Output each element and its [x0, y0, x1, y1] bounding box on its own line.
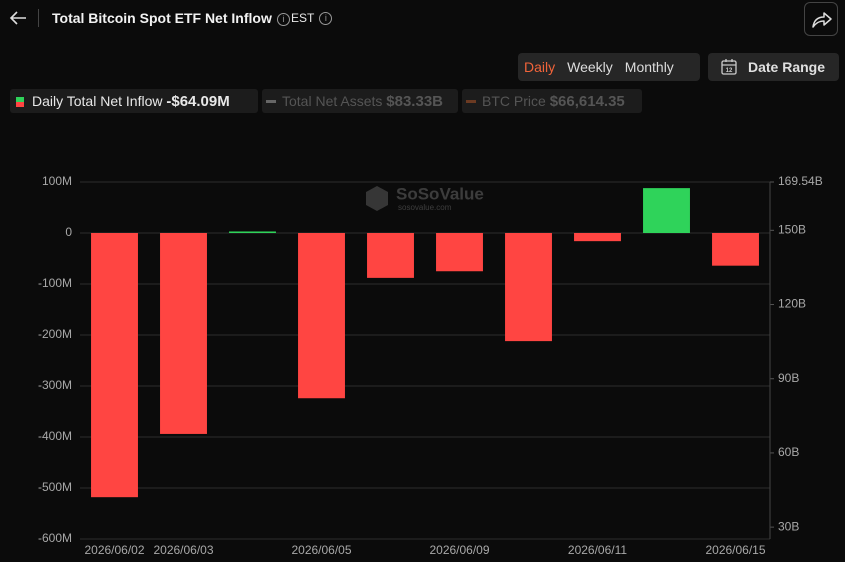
timezone-text: EST: [291, 11, 315, 25]
legend-label: Total Net Assets: [282, 93, 383, 109]
timezone: EST i: [291, 11, 333, 25]
y-tick-label: -300M: [38, 378, 72, 392]
legend-swatch: [466, 100, 476, 103]
period-selector: Daily Weekly Monthly: [518, 53, 700, 81]
separator: [38, 9, 39, 27]
bar: [505, 233, 552, 342]
bar: [643, 188, 690, 233]
period-button[interactable]: Weekly: [567, 59, 613, 75]
y2-tick-label: 169.54B: [778, 174, 823, 188]
title-text: Total Bitcoin Spot ETF Net Inflow: [52, 10, 272, 26]
x-tick-label: 2026/06/11: [568, 543, 627, 557]
y2-tick-label: 120B: [778, 297, 806, 311]
back-arrow[interactable]: [8, 10, 28, 26]
x-tick-label: 2026/06/09: [429, 543, 489, 557]
legend-item[interactable]: BTC Price $66,614.35: [462, 89, 642, 113]
x-tick-label: 2026/06/03: [153, 543, 213, 557]
y-tick-label: -600M: [38, 531, 72, 545]
date-range-label: Date Range: [748, 59, 826, 75]
bar: [91, 233, 138, 498]
legend-swatch: [16, 97, 24, 107]
bar: [367, 233, 414, 278]
date-range-button[interactable]: 12 Date Range: [708, 53, 839, 81]
y-tick-label: 100M: [42, 174, 72, 188]
x-tick-label: 2026/06/15: [705, 543, 765, 557]
calendar-icon: 12: [721, 59, 737, 75]
y-tick-label: -200M: [38, 327, 72, 341]
x-tick-label: 2026/06/05: [291, 543, 351, 557]
share-button[interactable]: [804, 2, 838, 36]
watermark-name: SoSoValue: [396, 184, 484, 203]
legend-value: $66,614.35: [549, 93, 625, 110]
legend-value: $83.33B: [386, 93, 443, 110]
watermark: SoSoValue sosovalue.com: [366, 184, 484, 212]
legend-item[interactable]: Daily Total Net Inflow -$64.09M: [10, 89, 258, 113]
y-tick-label: -100M: [38, 276, 72, 290]
info-icon[interactable]: i: [319, 12, 333, 25]
bar: [298, 233, 345, 399]
bar: [229, 231, 276, 233]
y2-tick-label: 90B: [778, 371, 799, 385]
legend-label: Daily Total Net Inflow: [32, 93, 163, 109]
legend-swatch: [266, 100, 276, 103]
y-tick-label: -400M: [38, 429, 72, 443]
y2-tick-label: 60B: [778, 445, 799, 459]
calendar-day: 12: [726, 68, 733, 74]
legend-label: BTC Price: [482, 93, 546, 109]
info-icon[interactable]: i: [276, 13, 290, 26]
bar: [574, 233, 621, 242]
page-title: Total Bitcoin Spot ETF Net Inflow i: [52, 10, 290, 26]
legend-item[interactable]: Total Net Assets $83.33B: [262, 89, 458, 113]
y-tick-label: -500M: [38, 480, 72, 494]
legend-value: -$64.09M: [166, 93, 230, 110]
bar: [436, 233, 483, 272]
y-tick-label: 0: [65, 225, 72, 239]
watermark-logo: [366, 186, 388, 211]
watermark-site: sosovalue.com: [398, 203, 452, 212]
bar: [160, 233, 207, 434]
y2-tick-label: 150B: [778, 223, 806, 237]
y2-tick-label: 30B: [778, 519, 799, 533]
period-button[interactable]: Daily: [524, 59, 556, 75]
period-button[interactable]: Monthly: [624, 59, 674, 75]
share-icon: [812, 12, 832, 28]
bar: [712, 233, 759, 266]
x-tick-label: 2026/06/02: [84, 543, 144, 557]
